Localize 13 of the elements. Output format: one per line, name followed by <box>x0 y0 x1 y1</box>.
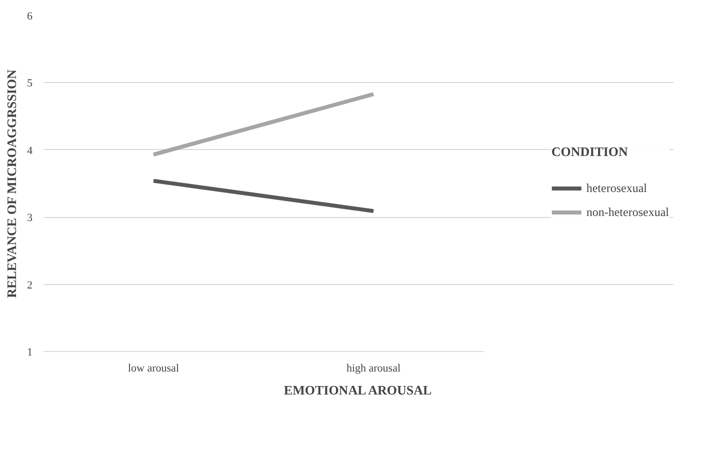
y-tick-label: 4 <box>27 144 33 157</box>
y-tick-label: 6 <box>27 10 33 22</box>
x-tick-label: high arousal <box>346 362 401 374</box>
x-tick-label: low arousal <box>128 362 180 374</box>
y-tick-label: 3 <box>27 212 33 224</box>
y-tick-label: 1 <box>27 346 32 358</box>
y-tick-label: 2 <box>27 279 32 292</box>
y-axis-title: RELEVANCE OF MICROAGGRSSION <box>4 69 19 298</box>
x-axis-title: EMOTIONAL AROUSAL <box>284 382 432 398</box>
legend-title: CONDITION <box>551 144 629 160</box>
legend-label: heterosexual <box>586 180 647 196</box>
legend-label: non-heterosexual <box>586 204 669 220</box>
y-tick-label: 5 <box>27 78 33 90</box>
